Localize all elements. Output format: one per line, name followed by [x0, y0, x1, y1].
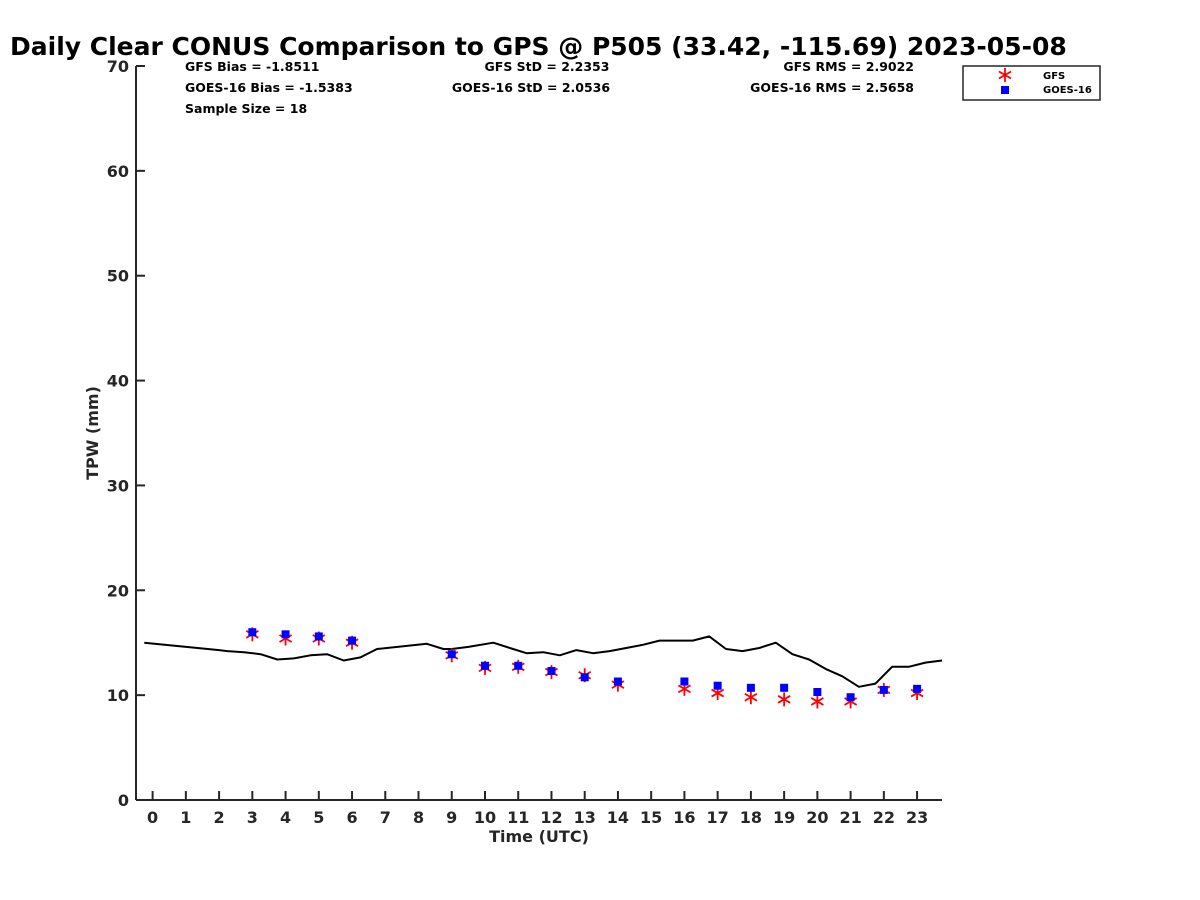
asterisk-stroke [677, 684, 691, 694]
gfs-point [810, 694, 824, 709]
gfs-rms-text: GFS RMS = 2.9022 [783, 59, 914, 74]
asterisk-stroke [844, 697, 858, 706]
series-layer [144, 627, 943, 709]
goes-point [514, 661, 523, 670]
x-tick-label: 23 [906, 808, 928, 827]
y-tick-label: 40 [107, 372, 129, 391]
y-tick-label: 10 [107, 686, 129, 705]
y-tick-label: 70 [107, 57, 129, 76]
gfs-point [777, 692, 791, 707]
x-tick-label: 15 [640, 808, 662, 827]
x-tick-label: 19 [773, 808, 795, 827]
gfs-bias-text: GFS Bias = -1.8511 [185, 59, 319, 74]
asterisk-stroke [711, 688, 725, 698]
legend-goes-marker [1001, 86, 1009, 94]
legend-box [962, 65, 1101, 101]
tick-labels: 0 1 2 3 4 5 6 7 8 9 10 11 12 13 14 15 16 17 18 19 20 21 22 2301… [107, 57, 928, 827]
goes-point [314, 632, 323, 641]
goes-point [547, 667, 556, 676]
y-tick-label: 30 [107, 476, 129, 495]
x-tick-label: 0 [147, 808, 158, 827]
legend-gfs-label: GFS [1043, 71, 1065, 82]
goes-point [480, 661, 489, 670]
legend-gfs-marker [998, 68, 1012, 82]
goes-std-text: GOES-16 StD = 2.0536 [452, 80, 610, 95]
x-tick-label: 12 [540, 808, 562, 827]
gfs-point [744, 690, 758, 705]
x-tick-label: 22 [873, 808, 895, 827]
asterisk-stroke [910, 688, 924, 698]
axes [135, 66, 942, 801]
x-tick-label: 7 [380, 808, 391, 827]
sample-size-text: Sample Size = 18 [185, 101, 307, 116]
y-tick-label: 50 [107, 267, 129, 286]
x-tick-label: 9 [446, 808, 457, 827]
gps-line [144, 635, 943, 688]
goes-point [713, 681, 722, 690]
goes-point [846, 693, 855, 702]
x-tick-label: 5 [313, 808, 324, 827]
x-axis-label: Time (UTC) [489, 827, 589, 846]
x-tick-label: 2 [214, 808, 225, 827]
goes-point [348, 636, 357, 645]
goes-point [613, 677, 622, 686]
x-tick-label: 6 [346, 808, 357, 827]
goes-point [281, 630, 290, 639]
y-tick-label: 60 [107, 162, 129, 181]
x-tick-label: 1 [180, 808, 191, 827]
legend: GFS GOES-16 [962, 65, 1101, 101]
y-tick-label: 0 [118, 791, 129, 810]
legend-goes-label: GOES-16 [1043, 85, 1092, 96]
x-tick-label: 21 [839, 808, 861, 827]
asterisk-stroke [279, 634, 293, 643]
x-tick-label: 17 [707, 808, 729, 827]
chart-title: Daily Clear CONUS Comparison to GPS @ P5… [10, 32, 1067, 61]
x-tick-label: 18 [740, 808, 762, 827]
x-tick-label: 3 [247, 808, 258, 827]
y-tick-label: 20 [107, 581, 129, 600]
goes-rms-text: GOES-16 RMS = 2.5658 [750, 80, 914, 95]
asterisk-stroke [744, 692, 758, 702]
gfs-std-text: GFS StD = 2.2353 [485, 59, 610, 74]
goes-point [746, 683, 755, 692]
x-tick-label: 20 [806, 808, 828, 827]
goes-point [580, 673, 589, 682]
x-tick-label: 11 [507, 808, 529, 827]
x-tick-label: 8 [413, 808, 424, 827]
x-tick-label: 16 [673, 808, 695, 827]
goes-point [879, 685, 888, 694]
goes-point [780, 683, 789, 692]
goes-point [913, 684, 922, 693]
asterisk-stroke [998, 70, 1012, 80]
goes-point [813, 687, 822, 696]
x-tick-label: 13 [574, 808, 596, 827]
goes-point [248, 628, 257, 637]
y-axis-label: TPW (mm) [83, 386, 102, 480]
asterisk-stroke [777, 695, 791, 704]
x-tick-label: 4 [280, 808, 291, 827]
asterisk-stroke [810, 697, 824, 706]
goes-bias-text: GOES-16 Bias = -1.5383 [185, 80, 353, 95]
x-tick-label: 14 [607, 808, 629, 827]
tick-marks [136, 65, 919, 801]
goes-point [680, 677, 689, 686]
stats-block: GFS Bias = -1.8511 GOES-16 Bias = -1.538… [185, 59, 914, 116]
legend-gfs-asterisk [998, 68, 1012, 82]
goes-point [447, 650, 456, 659]
x-tick-label: 10 [474, 808, 496, 827]
